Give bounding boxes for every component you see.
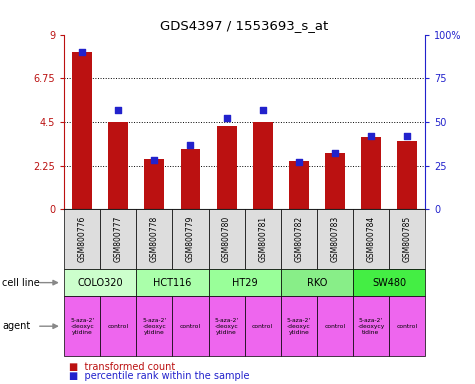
Text: control: control <box>108 324 129 329</box>
Point <box>259 107 266 113</box>
Text: GSM800783: GSM800783 <box>331 216 339 262</box>
Bar <box>108 122 128 209</box>
Bar <box>245 209 281 269</box>
Text: 5-aza-2'
-deoxycy
tidine: 5-aza-2' -deoxycy tidine <box>357 318 385 334</box>
Text: 5-aza-2'
-deoxyc
ytidine: 5-aza-2' -deoxyc ytidine <box>70 318 94 334</box>
Bar <box>353 209 389 269</box>
Point <box>223 115 230 121</box>
Text: GSM800785: GSM800785 <box>403 216 411 262</box>
Bar <box>209 269 281 296</box>
Point <box>151 157 158 164</box>
Title: GDS4397 / 1553693_s_at: GDS4397 / 1553693_s_at <box>161 19 329 32</box>
Bar <box>281 296 317 356</box>
Text: SW480: SW480 <box>372 278 406 288</box>
Text: GSM800778: GSM800778 <box>150 216 159 262</box>
Text: agent: agent <box>2 321 30 331</box>
Text: GSM800776: GSM800776 <box>78 216 86 262</box>
Bar <box>136 269 209 296</box>
Bar <box>72 52 92 209</box>
Bar <box>281 269 353 296</box>
Bar <box>245 296 281 356</box>
Bar <box>136 296 172 356</box>
Bar <box>172 296 209 356</box>
Bar <box>317 209 353 269</box>
Bar <box>281 209 317 269</box>
Bar <box>100 209 136 269</box>
Bar <box>289 161 309 209</box>
Bar <box>209 209 245 269</box>
Point <box>331 150 339 156</box>
Text: control: control <box>180 324 201 329</box>
Point <box>114 107 122 113</box>
Text: control: control <box>252 324 273 329</box>
Text: ■  percentile rank within the sample: ■ percentile rank within the sample <box>69 371 249 381</box>
Text: ■  transformed count: ■ transformed count <box>69 362 175 372</box>
Text: control: control <box>324 324 345 329</box>
Text: GSM800777: GSM800777 <box>114 216 123 262</box>
Text: GSM800782: GSM800782 <box>294 216 303 262</box>
Point <box>187 142 194 148</box>
Bar <box>180 149 200 209</box>
Text: control: control <box>397 324 418 329</box>
Text: RKO: RKO <box>307 278 327 288</box>
Bar <box>325 153 345 209</box>
Bar <box>353 269 425 296</box>
Bar <box>136 209 172 269</box>
Bar <box>353 296 389 356</box>
Text: 5-aza-2'
-deoxyc
ytidine: 5-aza-2' -deoxyc ytidine <box>287 318 311 334</box>
Bar <box>389 296 425 356</box>
Bar <box>64 296 100 356</box>
Bar <box>209 296 245 356</box>
Bar <box>100 296 136 356</box>
Text: 5-aza-2'
-deoxyc
ytidine: 5-aza-2' -deoxyc ytidine <box>215 318 238 334</box>
Bar <box>317 296 353 356</box>
Text: GSM800781: GSM800781 <box>258 216 267 262</box>
Text: COLO320: COLO320 <box>77 278 123 288</box>
Text: HCT116: HCT116 <box>153 278 191 288</box>
Text: GSM800780: GSM800780 <box>222 216 231 262</box>
Bar <box>64 269 136 296</box>
Point <box>403 133 411 139</box>
Bar <box>172 209 209 269</box>
Text: GSM800784: GSM800784 <box>367 216 375 262</box>
Point <box>295 159 303 165</box>
Bar <box>217 126 237 209</box>
Bar <box>253 122 273 209</box>
Bar <box>389 209 425 269</box>
Bar <box>144 159 164 209</box>
Text: 5-aza-2'
-deoxyc
ytidine: 5-aza-2' -deoxyc ytidine <box>142 318 166 334</box>
Bar <box>361 137 381 209</box>
Text: HT29: HT29 <box>232 278 257 288</box>
Point <box>78 49 86 55</box>
Bar <box>64 209 100 269</box>
Text: cell line: cell line <box>2 278 40 288</box>
Point <box>367 133 375 139</box>
Text: GSM800779: GSM800779 <box>186 216 195 262</box>
Bar <box>397 141 417 209</box>
